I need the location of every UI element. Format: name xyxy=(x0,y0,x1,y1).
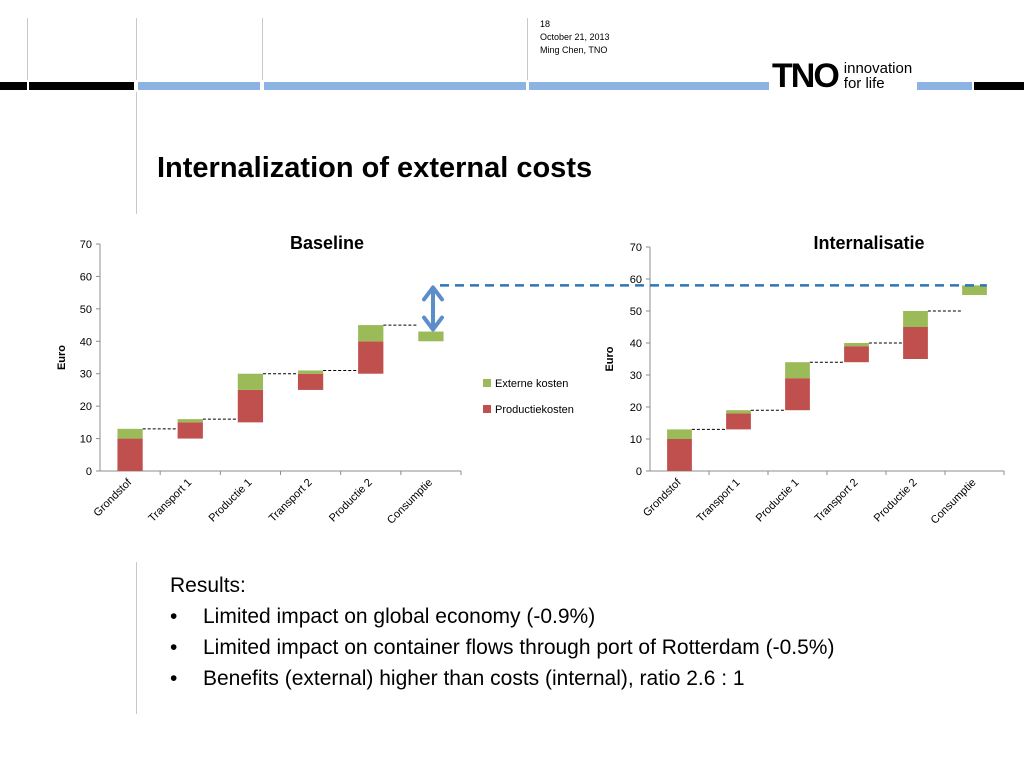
x-tick-label: Consumptie xyxy=(385,477,435,527)
tagline-line-2: for life xyxy=(843,75,885,92)
comparison-overlay xyxy=(422,284,987,332)
slide-number: 18 xyxy=(540,19,551,29)
bar-externe-kosten xyxy=(667,429,692,439)
chart-title: Internalisatie xyxy=(813,233,924,253)
results-bullet-text: Limited impact on container flows throug… xyxy=(203,636,835,659)
y-tick-label: 0 xyxy=(86,466,92,478)
internalisatie-chart: Internalisatie 0 10 20 30 40 50 60 70 Euro Grondst… xyxy=(604,233,1005,527)
bar-productiekosten xyxy=(785,378,810,411)
x-tick-label: Productie 2 xyxy=(327,477,375,525)
bar-productiekosten xyxy=(903,327,928,359)
x-tick-label: Grondstof xyxy=(92,476,135,519)
bar-productiekosten xyxy=(844,346,869,363)
x-tick-label: Consumptie xyxy=(929,477,979,527)
divider-line xyxy=(136,92,137,214)
bar-productiekosten xyxy=(177,422,203,439)
x-tick-label: Transport 1 xyxy=(695,477,743,525)
y-tick-label: 70 xyxy=(630,242,642,254)
divider-line xyxy=(136,562,137,714)
legend-swatch-productie xyxy=(483,405,491,413)
bar-productiekosten xyxy=(237,389,264,423)
legend-swatch-externe xyxy=(483,379,491,387)
bar-productiekosten xyxy=(358,341,384,374)
y-axis-label: Euro xyxy=(56,345,68,370)
slide-author: Ming Chen, TNO xyxy=(540,45,608,55)
y-tick-label: 60 xyxy=(630,274,642,286)
chart-legend: Externe kosten Productiekosten xyxy=(483,378,574,416)
results-bullet-text: Benefits (external) higher than costs (i… xyxy=(203,667,745,690)
y-axis-label: Euro xyxy=(604,346,616,371)
bar-externe-kosten xyxy=(418,331,444,342)
x-tick-label: Transport 1 xyxy=(146,477,194,525)
y-tick-label: 50 xyxy=(80,304,92,316)
bullet-dot: • xyxy=(170,667,178,690)
double-arrow-head-up xyxy=(422,285,444,302)
chart-title: Baseline xyxy=(290,233,364,253)
divider-line xyxy=(527,18,528,80)
bar-externe-kosten xyxy=(903,311,928,327)
results-bullet: • Limited impact on container flows throu… xyxy=(170,632,834,663)
results-bullet: • Limited impact on global economy (-0.9%… xyxy=(170,601,834,632)
bar-productiekosten xyxy=(297,373,324,390)
y-tick-label: 50 xyxy=(630,306,642,318)
bar-externe-kosten xyxy=(726,410,751,414)
bar-externe-kosten xyxy=(237,373,264,390)
divider-line xyxy=(262,18,263,80)
page-title: Internalization of external costs xyxy=(157,152,593,184)
slide-date: October 21, 2013 xyxy=(540,32,610,42)
bar-externe-kosten xyxy=(785,362,810,379)
bullet-dot: • xyxy=(170,605,178,628)
logo-tagline: innovation for life xyxy=(844,61,912,91)
results-bullet-text: Limited impact on global economy (-0.9%) xyxy=(203,605,596,628)
results-bullet: • Benefits (external) higher than costs (… xyxy=(170,663,834,694)
divider-line xyxy=(27,18,28,80)
logo-mark: TNO xyxy=(772,57,840,95)
y-tick-label: 10 xyxy=(80,434,92,446)
bullet-dot: • xyxy=(170,636,178,659)
x-tick-label: Productie 1 xyxy=(754,477,802,525)
header-band-segment xyxy=(264,82,526,90)
header-band-segment xyxy=(917,82,972,90)
y-tick-label: 70 xyxy=(80,239,92,251)
y-tick-label: 40 xyxy=(630,338,642,350)
bar-externe-kosten xyxy=(358,325,384,342)
x-tick-label: Productie 2 xyxy=(872,477,920,525)
divider-line xyxy=(136,18,137,80)
y-tick-label: 60 xyxy=(80,271,92,283)
x-tick-label: Productie 1 xyxy=(207,477,255,525)
y-tick-label: 40 xyxy=(80,336,92,348)
bar-externe-kosten xyxy=(177,419,203,423)
bar-productiekosten xyxy=(726,413,751,430)
header-band-segment xyxy=(138,82,260,90)
slide-meta: 18 October 21, 2013 Ming Chen, TNO xyxy=(540,18,610,57)
y-tick-label: 20 xyxy=(80,401,92,413)
x-tick-label: Grondstof xyxy=(641,476,684,519)
bar-externe-kosten xyxy=(844,343,869,347)
bar-externe-kosten xyxy=(297,370,324,374)
bar-externe-kosten xyxy=(962,285,987,295)
double-arrow-head-down xyxy=(422,315,444,332)
y-tick-label: 30 xyxy=(80,369,92,381)
x-tick-label: Transport 2 xyxy=(813,477,861,525)
legend-label: Externe kosten xyxy=(495,378,568,390)
header-band-segment xyxy=(529,82,769,90)
tno-logo: TNO innovation for life xyxy=(772,58,912,94)
results-block: Results: • Limited impact on global econo… xyxy=(170,570,834,694)
bar-productiekosten xyxy=(117,438,143,471)
charts-canvas: Baseline 0 10 20 30 40 50 60 70 Euro Grondstof Tran… xyxy=(56,233,1005,527)
y-tick-label: 10 xyxy=(630,434,642,446)
tagline-line-1: innovation xyxy=(843,60,913,77)
y-tick-label: 20 xyxy=(630,402,642,414)
y-tick-label: 0 xyxy=(636,466,642,478)
bar-externe-kosten xyxy=(117,428,143,439)
y-tick-label: 30 xyxy=(630,370,642,382)
legend-label: Productiekosten xyxy=(495,404,574,416)
x-tick-label: Transport 2 xyxy=(267,477,315,525)
bar-productiekosten xyxy=(667,439,692,471)
header-band xyxy=(0,82,1024,90)
baseline-chart: Baseline 0 10 20 30 40 50 60 70 Euro Grondstof Tran… xyxy=(56,233,574,527)
results-heading: Results: xyxy=(170,574,246,597)
